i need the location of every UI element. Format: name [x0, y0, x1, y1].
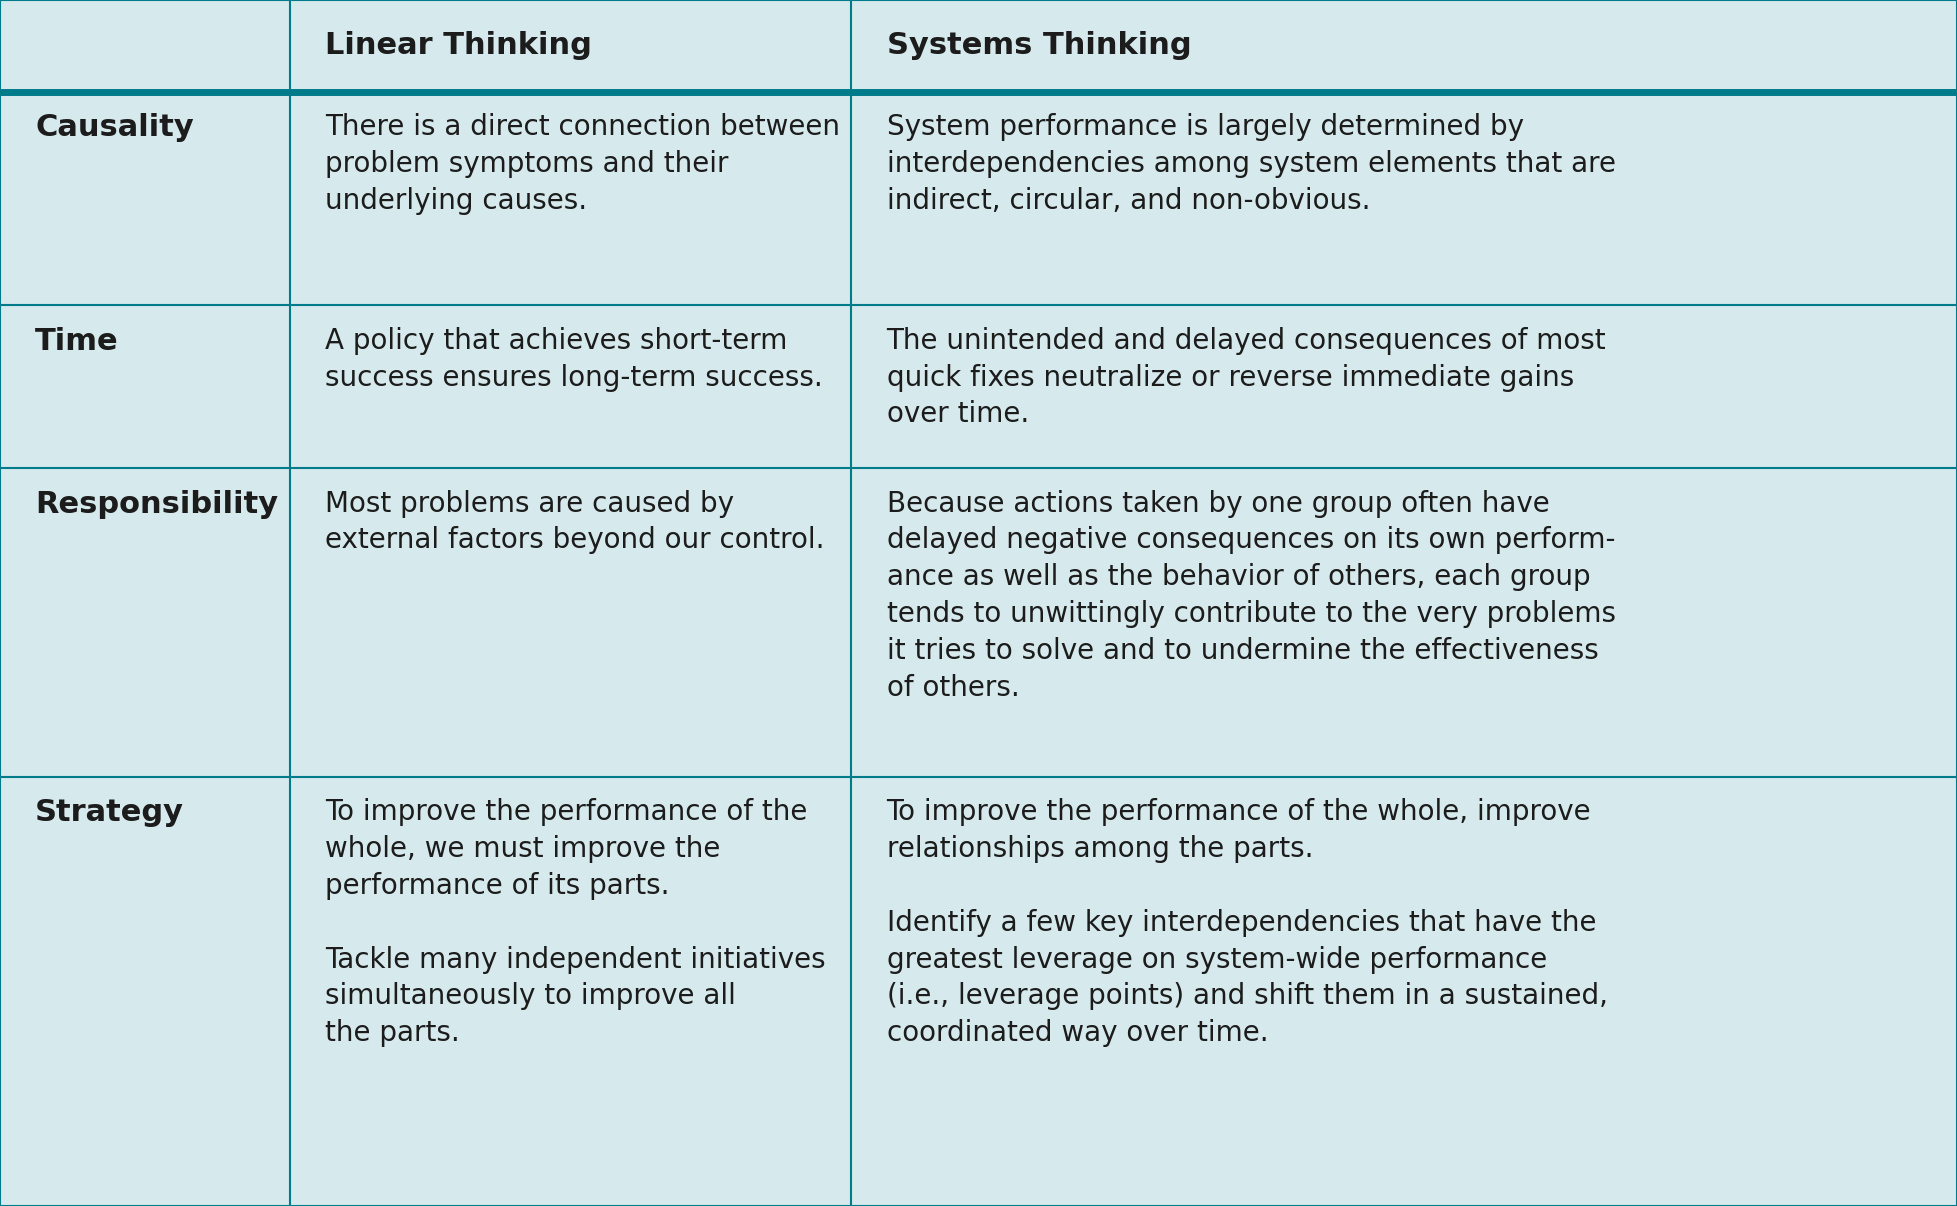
Text: Systems Thinking: Systems Thinking: [887, 31, 1192, 60]
Text: To improve the performance of the whole, improve
relationships among the parts.
: To improve the performance of the whole,…: [887, 798, 1607, 1047]
Text: System performance is largely determined by
interdependencies among system eleme: System performance is largely determined…: [887, 113, 1616, 215]
Text: Most problems are caused by
external factors beyond our control.: Most problems are caused by external fac…: [325, 490, 824, 555]
Text: Strategy: Strategy: [35, 798, 184, 827]
Text: Time: Time: [35, 327, 119, 356]
Text: The unintended and delayed consequences of most
quick fixes neutralize or revers: The unintended and delayed consequences …: [887, 327, 1607, 428]
Text: A policy that achieves short-term
success ensures long-term success.: A policy that achieves short-term succes…: [325, 327, 822, 392]
Text: Causality: Causality: [35, 113, 194, 142]
Text: There is a direct connection between
problem symptoms and their
underlying cause: There is a direct connection between pro…: [325, 113, 840, 215]
Text: Responsibility: Responsibility: [35, 490, 278, 519]
Text: To improve the performance of the
whole, we must improve the
performance of its : To improve the performance of the whole,…: [325, 798, 826, 1047]
Text: Because actions taken by one group often have
delayed negative consequences on i: Because actions taken by one group often…: [887, 490, 1616, 702]
Text: Linear Thinking: Linear Thinking: [325, 31, 591, 60]
